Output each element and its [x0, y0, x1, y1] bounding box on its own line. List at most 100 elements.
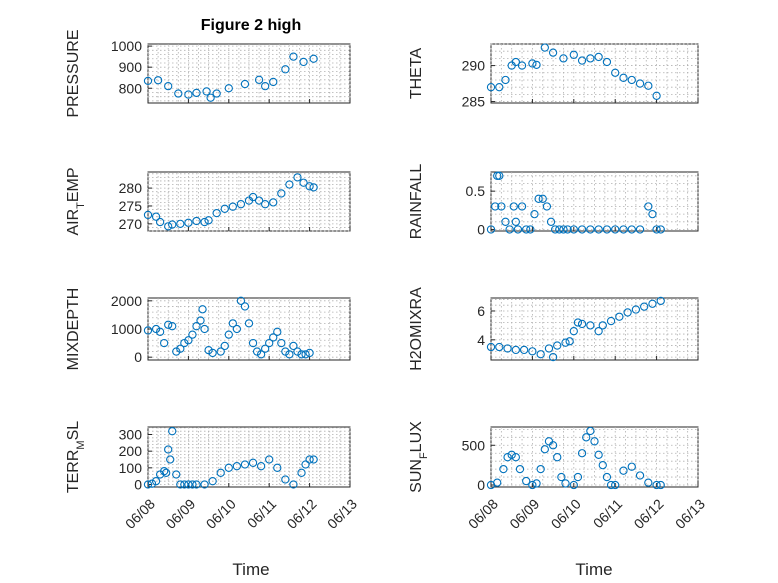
data-point — [648, 209, 657, 219]
data-point — [623, 308, 632, 317]
y-tick-label: 800 — [119, 80, 143, 96]
data-point — [155, 217, 165, 227]
data-point — [184, 480, 193, 489]
y-tick-label: 200 — [119, 443, 143, 459]
data-point — [526, 225, 535, 234]
data-point — [208, 348, 217, 358]
data-point — [511, 57, 520, 67]
data-point — [289, 52, 298, 61]
data-point — [143, 210, 153, 220]
panel-mixdepth: 0 1000 2000 MIXDEPTH — [65, 288, 351, 370]
x-axis-label-right: Time — [575, 560, 612, 579]
y-axis-label: RAINFALL — [408, 164, 425, 240]
x-tick-label: 06/11 — [590, 496, 626, 532]
data-point — [202, 87, 211, 96]
y-tick-label: 0 — [477, 221, 485, 237]
y-tick-label: 290 — [462, 58, 486, 74]
x-axis-label-left: Time — [232, 560, 269, 579]
data-point — [627, 75, 636, 85]
x-tick-label: 06/08 — [122, 496, 158, 532]
data-point — [301, 350, 310, 359]
x-tick-label: 06/09 — [506, 496, 542, 532]
data-point — [192, 88, 201, 98]
data-point — [611, 225, 620, 234]
data-point — [269, 198, 278, 207]
data-point — [184, 218, 193, 227]
data-point — [160, 467, 169, 476]
data-point — [176, 219, 185, 228]
data-point — [164, 320, 173, 329]
y-tick-label: 0.5 — [466, 183, 486, 199]
data-point — [200, 480, 209, 489]
data-point — [652, 480, 661, 490]
x-tick-label: 06/08 — [465, 496, 501, 532]
data-point — [164, 222, 173, 231]
data-point — [265, 338, 274, 348]
data-point — [536, 464, 545, 474]
data-point — [538, 194, 547, 203]
data-point — [168, 322, 177, 331]
data-point — [256, 350, 266, 359]
data-point — [289, 341, 298, 351]
data-point — [206, 93, 215, 102]
data-point — [656, 225, 665, 234]
data-point — [532, 479, 541, 488]
data-point — [540, 43, 549, 52]
data-point — [544, 344, 554, 353]
data-point — [548, 48, 558, 57]
data-point — [196, 316, 205, 325]
data-point — [586, 426, 595, 436]
data-point — [594, 450, 603, 459]
data-point — [153, 76, 163, 85]
data-point — [281, 65, 290, 74]
data-point — [513, 225, 523, 234]
data-point — [561, 479, 570, 488]
y-tick-label: 300 — [119, 427, 143, 443]
data-point — [635, 79, 645, 88]
data-point — [192, 322, 201, 331]
data-point — [559, 54, 568, 63]
data-point — [656, 480, 665, 490]
data-point — [627, 462, 636, 471]
data-point — [486, 342, 496, 352]
data-point — [309, 455, 318, 464]
data-point — [553, 341, 562, 350]
data-point — [184, 90, 193, 99]
data-point — [305, 348, 314, 358]
data-point — [301, 460, 310, 469]
data-point — [511, 453, 520, 462]
data-point — [184, 336, 193, 345]
data-point — [577, 225, 587, 234]
data-point — [164, 81, 173, 91]
y-tick-label: 0 — [134, 477, 142, 493]
y-tick-label: 275 — [119, 198, 143, 214]
data-point — [224, 463, 233, 472]
x-tick-label: 06/10 — [203, 496, 239, 532]
panel-pressure: 800 900 1000 PRESSURE — [65, 29, 351, 118]
y-axis-label: PRESSURE — [65, 29, 82, 117]
data-point — [534, 194, 543, 203]
data-point — [551, 225, 560, 234]
data-point — [151, 212, 161, 221]
y-tick-label: 0 — [134, 349, 142, 365]
data-point — [289, 480, 298, 489]
data-point — [577, 319, 587, 329]
data-point — [548, 441, 558, 450]
data-point — [168, 427, 177, 436]
data-point — [559, 225, 568, 234]
data-point — [160, 338, 169, 348]
data-point — [254, 196, 264, 205]
y-axis-label: SUNFLUX — [408, 421, 430, 493]
data-point — [188, 480, 197, 489]
y-tick-label: 270 — [119, 216, 143, 232]
data-point — [309, 54, 318, 63]
data-point — [569, 50, 578, 59]
x-tick-label: 06/12 — [284, 496, 320, 532]
data-point — [176, 480, 185, 489]
data-point — [493, 171, 502, 180]
data-point — [305, 182, 314, 191]
data-point — [200, 324, 209, 334]
y-tick-label: 285 — [462, 94, 486, 110]
data-point — [285, 350, 294, 359]
data-point — [611, 480, 620, 490]
